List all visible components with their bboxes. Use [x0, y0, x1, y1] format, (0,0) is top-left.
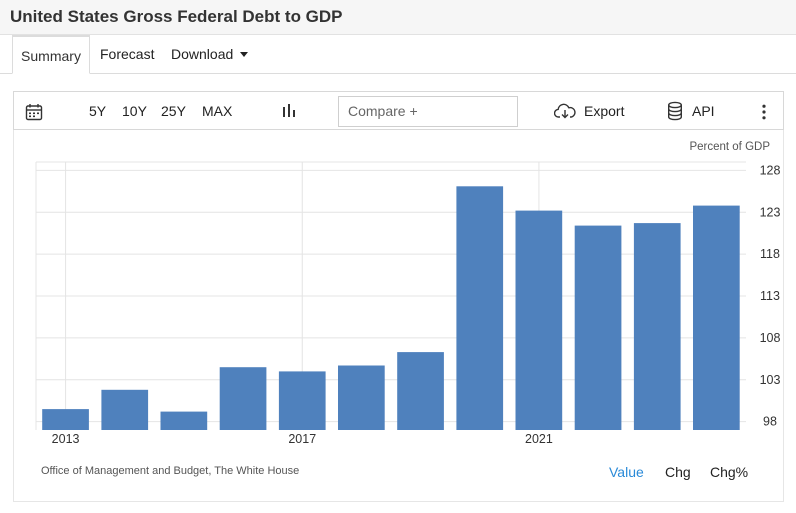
vertical-ellipsis-icon[interactable]	[761, 104, 767, 120]
bar-2019[interactable]	[397, 352, 444, 430]
calendar-icon[interactable]	[25, 103, 43, 121]
bar-2023[interactable]	[633, 223, 681, 430]
page-title: United States Gross Federal Debt to GDP	[10, 7, 343, 26]
x-tick-label: 2021	[525, 432, 553, 446]
range-25y-button[interactable]: 25Y	[161, 103, 186, 119]
y-tick-label: 98	[763, 415, 777, 429]
bar-2017[interactable]	[278, 371, 326, 430]
bar-2018[interactable]	[338, 365, 385, 431]
bar-2016[interactable]	[219, 367, 267, 430]
title-bar: United States Gross Federal Debt to GDP	[0, 0, 796, 35]
range-10y-button[interactable]: 10Y	[122, 103, 147, 119]
bar-2014[interactable]	[101, 389, 149, 430]
y-tick-label: 103	[760, 373, 781, 387]
mode-value-button[interactable]: Value	[609, 464, 644, 480]
bar-2015[interactable]	[160, 411, 208, 430]
bar-2022[interactable]	[574, 225, 622, 430]
range-5y-button[interactable]: 5Y	[89, 103, 107, 119]
tab-download[interactable]: Download	[171, 35, 249, 74]
range-max-button[interactable]: MAX	[202, 103, 233, 119]
y-tick-label: 128	[760, 163, 781, 177]
tab-forecast[interactable]: Forecast	[100, 46, 155, 62]
y-tick-label: 118	[760, 247, 780, 261]
database-icon[interactable]	[667, 101, 683, 121]
tab-download-label: Download	[171, 46, 234, 62]
export-button[interactable]: Export	[584, 103, 625, 119]
bar-2020[interactable]	[456, 186, 504, 430]
y-tick-label: 108	[760, 331, 781, 345]
x-tick-label: 2013	[52, 432, 80, 446]
chart-toolbar: 5Y 10Y 25Y MAX Compare + Export API	[13, 91, 784, 130]
mode-chg-pct-button[interactable]: Chg%	[710, 464, 749, 480]
bar-2024[interactable]	[693, 205, 740, 430]
cloud-download-icon[interactable]	[554, 102, 576, 120]
caret-down-icon	[240, 51, 249, 57]
y-tick-label: 113	[760, 289, 780, 303]
api-button[interactable]: API	[692, 103, 715, 119]
y-axis-unit-label: Percent of GDP	[689, 141, 770, 153]
source-label: Office of Management and Budget, The Whi…	[41, 465, 300, 477]
mode-chg-button[interactable]: Chg	[665, 464, 691, 480]
bar-chart-icon[interactable]	[281, 103, 297, 119]
tab-summary[interactable]: Summary	[12, 35, 90, 74]
compare-input[interactable]: Compare +	[338, 96, 518, 127]
y-tick-label: 123	[760, 205, 781, 219]
bar-2013[interactable]	[42, 409, 89, 430]
bar-2021[interactable]	[515, 210, 563, 430]
x-tick-label: 2017	[288, 432, 316, 446]
tab-bar: Summary Forecast Download	[0, 35, 796, 74]
